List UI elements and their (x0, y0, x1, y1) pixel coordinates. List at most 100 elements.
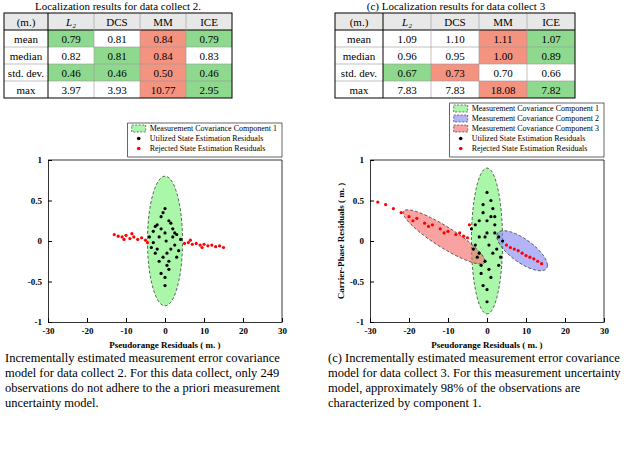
residual-point (167, 268, 170, 271)
tick-label: 0.5 (353, 196, 365, 206)
column-header: L₂ (401, 16, 412, 28)
cell-highlight (140, 30, 186, 47)
residual-point (505, 243, 508, 246)
caption-line: observations do not adhere to the a prio… (5, 381, 280, 395)
residual-point (169, 222, 172, 225)
row-label: max (17, 84, 36, 96)
cell-value: 0.79 (199, 33, 219, 45)
column-header: MM (493, 16, 513, 28)
frame (282, 160, 283, 322)
residual-point (146, 241, 149, 244)
legend-label: Utilized State Estimation Residuals (472, 134, 586, 143)
residual-point (462, 235, 465, 238)
column-header: ICE (542, 16, 560, 28)
x-axis-title: Pseudorange Residuals ( m. ) (431, 340, 542, 350)
tick-label: -0.5 (350, 277, 365, 287)
tick-label: 10 (522, 326, 532, 336)
cell-value: 7.83 (397, 84, 417, 96)
column-header: MM (153, 16, 173, 28)
residual-point (476, 256, 479, 259)
series (470, 191, 504, 304)
residual-point (480, 264, 483, 267)
covariance-ellipse (403, 210, 485, 264)
tick: -0.5 (28, 277, 52, 287)
residual-point (150, 246, 153, 249)
residual-point (478, 252, 481, 255)
residual-point (130, 232, 133, 235)
table-rule (4, 30, 232, 31)
tick: 30 (278, 318, 288, 336)
row-label: max (350, 84, 369, 96)
axis-line (371, 322, 605, 323)
tick-label: -10 (443, 326, 455, 336)
tick-mark (282, 318, 283, 322)
table-caption: (c) Localization results for data collec… (367, 0, 546, 13)
residual-point (427, 225, 430, 228)
header-background (4, 13, 232, 30)
cell-value: 0.81 (107, 50, 126, 62)
tick-label: 1 (360, 155, 365, 165)
tick-mark (370, 241, 374, 242)
y-axis: -1-0.500.51 (350, 155, 374, 327)
frame (48, 160, 282, 161)
tick-mark (243, 318, 244, 322)
cell-highlight (431, 64, 479, 81)
residual-point (480, 272, 483, 275)
tick-label: -1 (357, 317, 365, 327)
cell-highlight (94, 64, 140, 81)
cell-highlight (94, 47, 140, 64)
row-label: mean (347, 33, 371, 45)
table-rule (431, 13, 432, 98)
legend-label: Measurement Covariance Component 3 (472, 124, 599, 133)
table-rule (479, 13, 480, 98)
cell-highlight (140, 81, 186, 98)
table-corner: (m.) (350, 16, 369, 29)
cell-value: 2.95 (199, 84, 219, 96)
table-corner: (m.) (17, 16, 36, 29)
covariance-ellipse (497, 231, 548, 271)
residual-point (521, 252, 524, 255)
residual-point (489, 215, 492, 218)
row-label: median (10, 50, 43, 62)
cell-value: 0.66 (541, 67, 561, 79)
legend-patch (132, 125, 146, 132)
residual-point (183, 242, 186, 245)
cell-value: 0.82 (61, 50, 80, 62)
tick: 10 (200, 318, 210, 336)
residual-point (218, 244, 221, 247)
cell-highlight (48, 30, 94, 47)
residual-point (400, 211, 403, 214)
residual-point (509, 246, 512, 249)
residual-point (415, 217, 418, 220)
tick: 20 (561, 318, 571, 336)
residual-point (148, 235, 151, 238)
cell-value: 0.73 (445, 67, 465, 79)
y-axis: -1-0.500.51 (28, 155, 52, 327)
cell-value: 18.08 (491, 84, 516, 96)
residual-point (524, 254, 527, 257)
residual-point (528, 256, 531, 259)
table-rule (335, 64, 575, 65)
residual-point (478, 235, 481, 238)
series (113, 232, 225, 249)
table-rule (335, 30, 575, 31)
legend-label: Measurement Covariance Component 2 (472, 114, 599, 123)
cell-value: 1.07 (541, 33, 561, 45)
residual-point (431, 223, 434, 226)
residual-point (177, 249, 180, 252)
tick-label: 0 (38, 236, 43, 246)
caption-line: characterized by component 1. (328, 396, 481, 410)
tick: -1 (357, 317, 375, 327)
residual-point (468, 223, 471, 226)
series (376, 201, 543, 266)
residual-point (154, 225, 157, 228)
residual-point (179, 238, 182, 241)
table-border (4, 13, 232, 98)
tick-mark (48, 160, 52, 161)
table-rule (48, 13, 49, 98)
cell-value: 0.70 (493, 67, 513, 79)
residual-point (487, 243, 490, 246)
tick: -10 (121, 318, 133, 336)
legend-box (450, 103, 604, 157)
tick-label: 0 (163, 326, 168, 336)
